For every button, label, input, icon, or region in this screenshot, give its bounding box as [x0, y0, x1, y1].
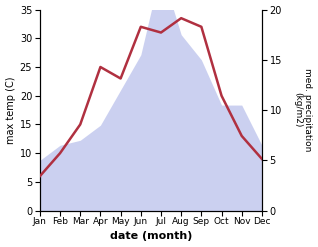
Y-axis label: max temp (C): max temp (C) — [5, 76, 16, 144]
Y-axis label: med. precipitation
(kg/m2): med. precipitation (kg/m2) — [293, 68, 313, 152]
X-axis label: date (month): date (month) — [110, 231, 192, 242]
